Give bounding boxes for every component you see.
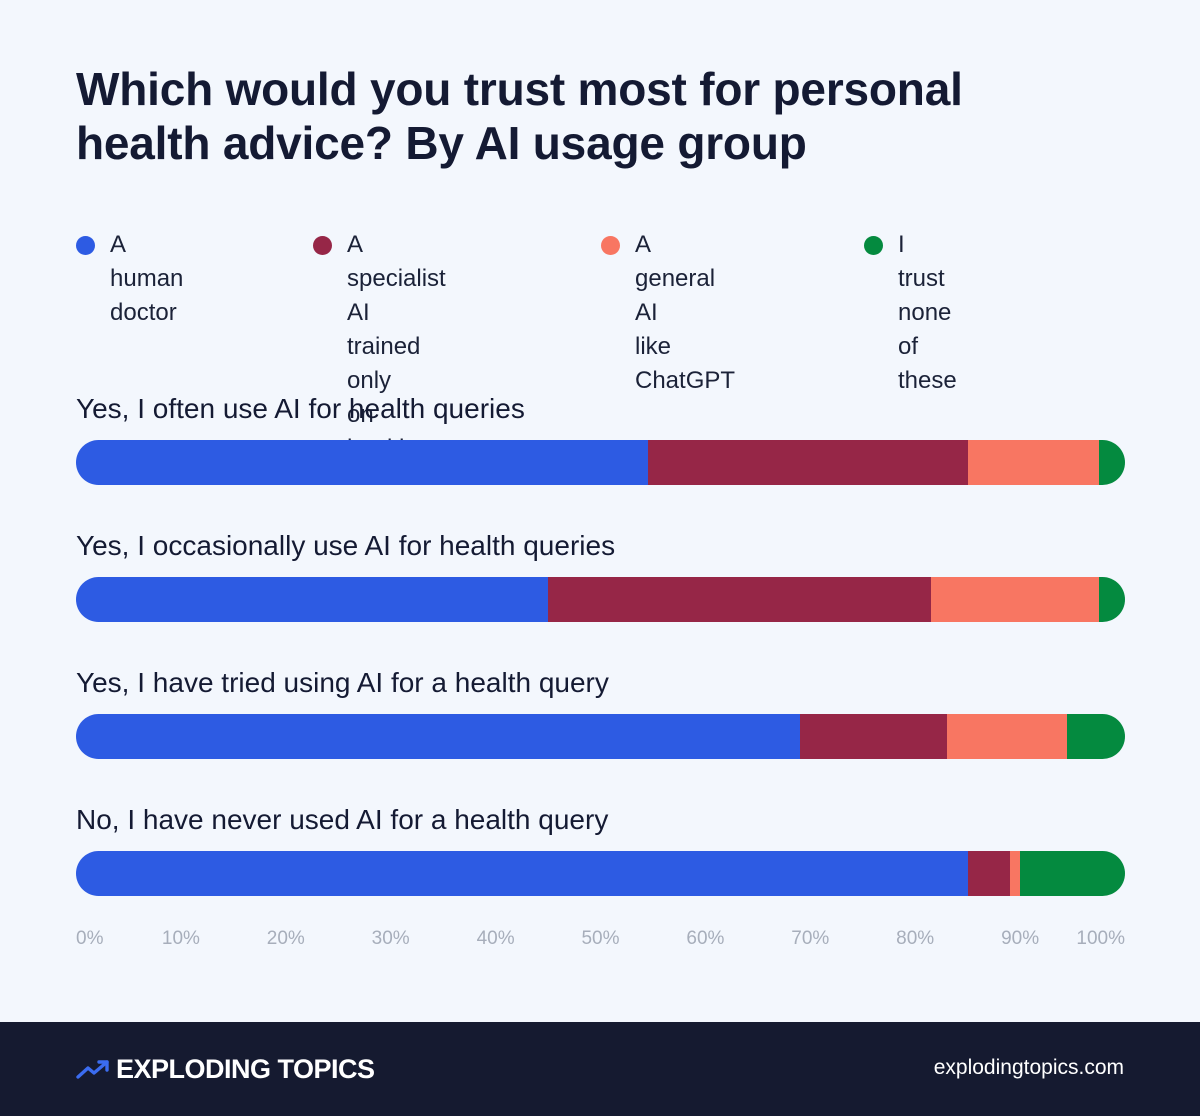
brand-logo[interactable]: EXPLODING TOPICS [76,1052,375,1086]
x-tick-label: 70% [791,928,830,949]
trend-arrow-icon [76,1060,109,1079]
stacked-bar-occasionally [76,577,1125,622]
circle-dot-icon [601,236,620,255]
bar-segment-general-ai [946,714,1068,759]
circle-dot-icon [313,236,332,255]
x-axis: 0% 10% 20% 30% 40% 50% 60% 70% 80% 90% 100% [76,928,1125,952]
circle-dot-icon [76,236,95,255]
bar-segment-trust-none [1098,440,1125,485]
bar-segment-specialist-ai [967,851,1010,896]
bar-segment-human-doctor [76,440,648,485]
row-label-never: No, I have never used AI for a health qu… [76,804,609,835]
site-link[interactable]: explodingtopics.com [933,1056,1124,1079]
legend-label: A specialist AI trained only on health [347,231,446,462]
x-tick-label: 20% [266,928,305,949]
bar-segment-human-doctor [76,577,549,622]
bar-segment-human-doctor [76,714,800,759]
legend-label: A general AI like ChatGPT [635,231,736,394]
x-tick-label: 80% [896,928,935,949]
bar-segment-general-ai [1009,851,1021,896]
x-tick-label: 0% [76,928,104,949]
bar-segment-trust-none [1067,714,1125,759]
stacked-bar-tried [76,714,1125,759]
x-tick-label: 30% [371,928,410,949]
chart-title: Which would you trust most for personal … [76,63,963,169]
row-label-occasionally: Yes, I occasionally use AI for health qu… [76,530,616,561]
x-tick-label: 10% [161,928,200,949]
bar-segment-trust-none [1020,851,1125,896]
circle-dot-icon [864,236,883,255]
row-label-tried: Yes, I have tried using AI for a health … [76,667,609,698]
stacked-bar-never [76,851,1125,896]
stacked-bar-often [76,440,1125,485]
bar-segment-general-ai [967,440,1099,485]
legend: A human doctor A specialist AI trained o… [76,228,1136,462]
brand-name: EXPLODING TOPICS [116,1053,375,1084]
x-tick-label: 100% [1076,928,1125,949]
bar-segment-general-ai [930,577,1099,622]
x-tick-label: 60% [686,928,725,949]
bar-segment-specialist-ai [548,577,931,622]
x-tick-label: 90% [1001,928,1040,949]
legend-label: I trust none of these [898,231,957,394]
x-tick-label: 50% [581,928,620,949]
bar-segment-specialist-ai [647,440,968,485]
row-label-often: Yes, I often use AI for health queries [76,393,525,424]
x-tick-label: 40% [476,928,515,949]
bar-segment-trust-none [1098,577,1125,622]
bar-segment-human-doctor [76,851,968,896]
legend-label: A human doctor [110,231,184,326]
footer: EXPLODING TOPICS explodingtopics.com [0,1022,1200,1116]
bar-segment-specialist-ai [799,714,947,759]
